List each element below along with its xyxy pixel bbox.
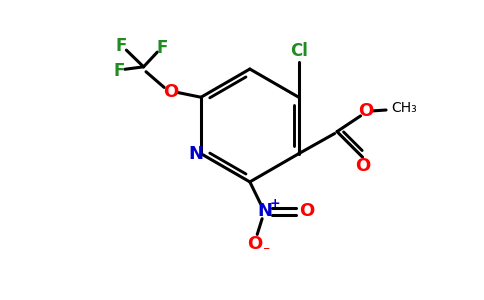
Text: O: O bbox=[247, 235, 262, 253]
Text: O: O bbox=[355, 157, 370, 175]
Text: O: O bbox=[299, 202, 314, 220]
Text: O: O bbox=[163, 83, 178, 101]
Text: F: F bbox=[156, 39, 168, 57]
Text: O: O bbox=[358, 102, 373, 120]
Text: N: N bbox=[257, 202, 272, 220]
Text: Cl: Cl bbox=[290, 42, 308, 60]
Text: N: N bbox=[189, 145, 204, 163]
Text: CH₃: CH₃ bbox=[391, 101, 417, 115]
Text: ⁻: ⁻ bbox=[262, 244, 269, 258]
Text: F: F bbox=[113, 62, 125, 80]
Text: +: + bbox=[270, 197, 281, 210]
Text: F: F bbox=[116, 37, 127, 55]
